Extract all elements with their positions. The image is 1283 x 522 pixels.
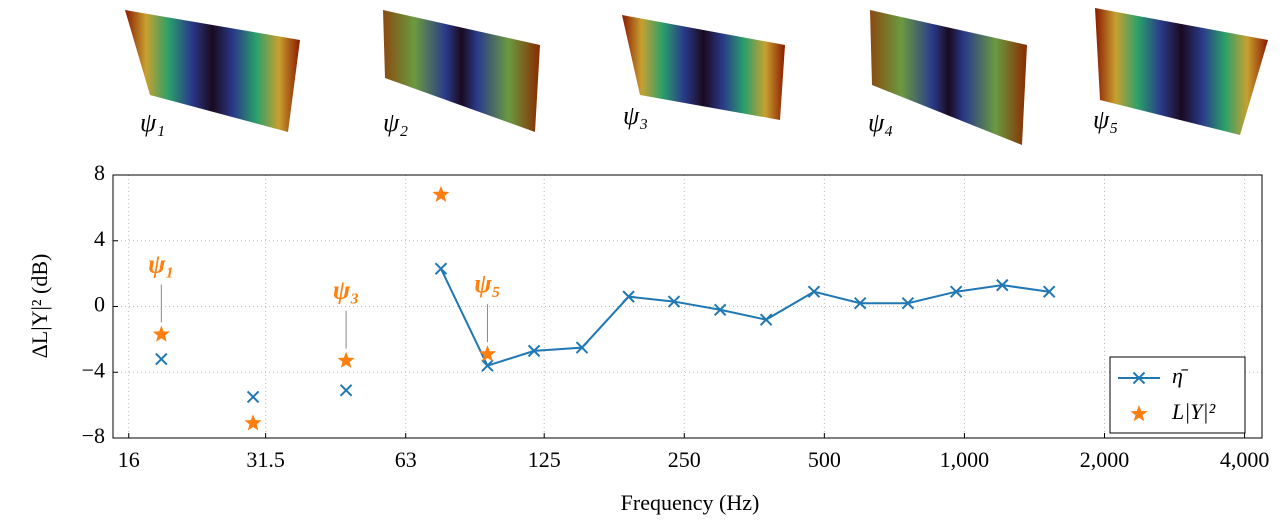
mode-label: ψ₃ (623, 101, 648, 130)
y-tick-label: 8 (94, 160, 105, 185)
x-tick-label: 31.5 (246, 447, 285, 472)
x-marker (341, 385, 352, 396)
x-tick-label: 63 (395, 447, 417, 472)
x-tick-label: 1,000 (940, 447, 990, 472)
y-tick-label: 4 (94, 226, 105, 251)
star-marker (153, 325, 170, 341)
star-marker (245, 414, 262, 430)
legend-label: L|Y|² (1171, 399, 1216, 424)
chart: ψ₁ ψ₂ ψ₃ ψ₄ ψ₅ Frequency (Hz) ΔL|Y|² (dB… (0, 0, 1283, 522)
y-tick-label: −8 (82, 423, 105, 448)
y-tick-label: −4 (82, 357, 105, 382)
x-axis-label: Frequency (Hz) (621, 490, 760, 515)
mode-image (870, 10, 1027, 145)
star-marker (479, 345, 496, 361)
x-tick-label: 16 (118, 447, 140, 472)
marker-x (435, 263, 446, 274)
x-marker (156, 354, 167, 365)
marker-x (156, 354, 167, 365)
mode-label: ψ₅ (1093, 105, 1118, 134)
x-marker (248, 391, 259, 402)
annotation: ψ₁ (148, 249, 174, 278)
annotation: ψ₅ (474, 269, 500, 298)
star-marker (432, 186, 449, 202)
annotation: ψ₃ (333, 276, 359, 305)
x-tick-label: 500 (808, 447, 841, 472)
legend: η̄L|Y|² (1110, 357, 1245, 433)
y-tick-label: 0 (94, 292, 105, 317)
series-line (441, 269, 1049, 366)
marker-x (248, 391, 259, 402)
star-marker (338, 352, 355, 368)
mode-image (1095, 8, 1268, 135)
mode-label: ψ₄ (868, 108, 893, 137)
x-tick-label: 250 (668, 447, 701, 472)
marker-x (482, 360, 493, 371)
mode-label: ψ₂ (383, 108, 408, 137)
marker-x (341, 385, 352, 396)
x-marker (435, 263, 446, 274)
x-tick-label: 2,000 (1080, 447, 1130, 472)
x-tick-label: 125 (528, 447, 561, 472)
y-axis-label: ΔL|Y|² (dB) (27, 254, 52, 359)
mode-label: ψ₁ (140, 108, 165, 137)
x-tick-label: 4,000 (1220, 447, 1270, 472)
x-marker (482, 360, 493, 371)
